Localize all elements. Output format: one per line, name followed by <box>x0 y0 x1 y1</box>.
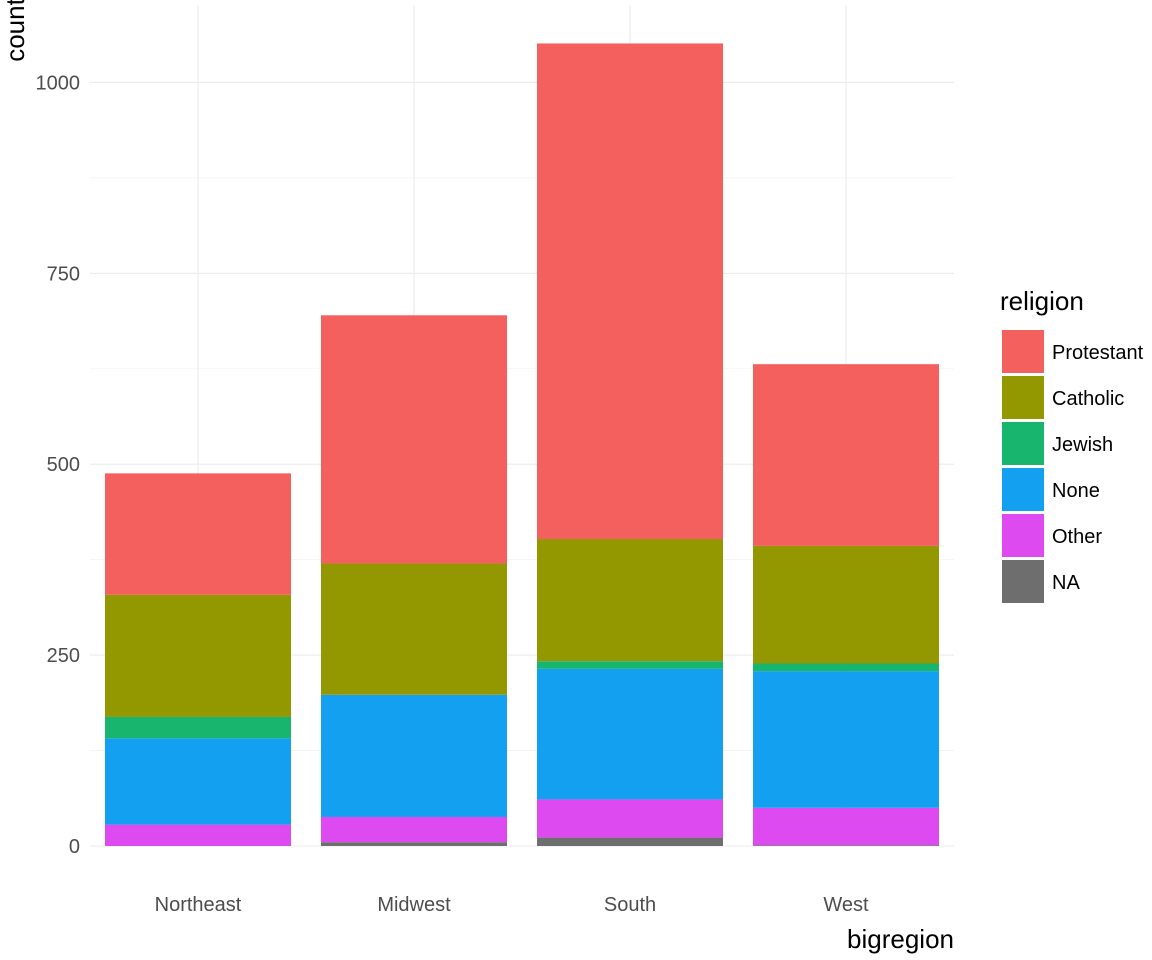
legend-key-jewish <box>1002 422 1044 465</box>
y-tick-label: 750 <box>47 263 80 285</box>
x-tick-label: South <box>604 894 656 916</box>
bar-segment-jewish-west <box>753 663 939 672</box>
bar-segment-other-south <box>537 799 723 838</box>
bar-segment-other-west <box>753 807 939 846</box>
x-axis-title: bigregion <box>847 924 954 954</box>
bars <box>105 43 939 846</box>
bar-segment-catholic-midwest <box>321 563 507 695</box>
legend-key-other <box>1002 514 1044 557</box>
legend-label-na: NA <box>1052 572 1080 594</box>
bar-segment-catholic-northeast <box>105 594 291 717</box>
y-axis-title: count <box>0 0 30 62</box>
x-tick-label: West <box>823 894 869 916</box>
bar-segment-protestant-south <box>537 43 723 540</box>
legend-key-none <box>1002 468 1044 511</box>
bar-segment-none-northeast <box>105 738 291 825</box>
bar-segment-catholic-west <box>753 545 939 664</box>
legend-key-protestant <box>1002 330 1044 373</box>
bar-segment-other-northeast <box>105 824 291 846</box>
bar-segment-jewish-south <box>537 661 723 669</box>
bar-segment-none-west <box>753 671 939 808</box>
bar-segment-none-south <box>537 668 723 800</box>
legend-label-jewish: Jewish <box>1052 434 1113 456</box>
bar-segment-na-west <box>753 845 939 846</box>
bar-segment-none-midwest <box>321 694 507 817</box>
y-axis-ticks: 0 250 500 750 1000 <box>36 72 81 858</box>
legend: religion Protestant Catholic Jewish None Oth… <box>1000 286 1144 603</box>
legend-label-none: None <box>1052 480 1100 502</box>
legend-label-protestant: Protestant <box>1052 342 1144 364</box>
legend-title: religion <box>1000 286 1084 316</box>
y-tick-label: 250 <box>47 645 80 667</box>
x-axis-ticks: Northeast Midwest South West <box>155 894 869 916</box>
bar-segment-protestant-midwest <box>321 315 507 564</box>
y-tick-label: 0 <box>69 836 80 858</box>
bar-segment-na-midwest <box>321 842 507 846</box>
legend-label-catholic: Catholic <box>1052 388 1124 410</box>
legend-label-other: Other <box>1052 526 1102 548</box>
bar-segment-protestant-west <box>753 364 939 546</box>
legend-key-catholic <box>1002 376 1044 419</box>
x-tick-label: Northeast <box>155 894 242 916</box>
bar-segment-catholic-south <box>537 539 723 662</box>
legend-key-na <box>1002 560 1044 603</box>
x-tick-label: Midwest <box>377 894 451 916</box>
bar-segment-jewish-northeast <box>105 716 291 739</box>
bar-segment-other-midwest <box>321 816 507 843</box>
bar-segment-na-south <box>537 837 723 846</box>
bar-segment-protestant-northeast <box>105 473 291 595</box>
y-tick-label: 1000 <box>36 72 81 94</box>
y-tick-label: 500 <box>47 454 80 476</box>
